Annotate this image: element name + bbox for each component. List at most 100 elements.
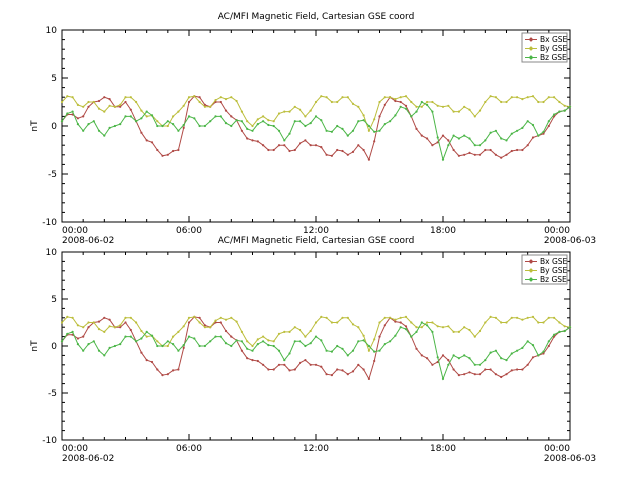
series-marker — [478, 144, 482, 147]
series-marker — [124, 321, 127, 324]
series-marker — [119, 343, 122, 346]
series-marker — [441, 134, 445, 137]
series-marker — [526, 120, 529, 123]
series-marker — [325, 153, 328, 156]
series-marker — [103, 96, 106, 99]
series-marker — [362, 334, 365, 337]
series-marker — [246, 340, 249, 343]
series-marker — [293, 148, 296, 152]
series-marker — [373, 118, 376, 121]
series-marker — [87, 321, 90, 324]
series-marker — [161, 124, 164, 128]
series-marker — [500, 100, 503, 104]
series-marker — [378, 321, 381, 324]
series-marker — [262, 120, 265, 123]
series-marker — [489, 368, 492, 371]
series-marker — [537, 100, 540, 104]
series-marker — [198, 344, 201, 348]
series-marker — [436, 356, 439, 359]
series-marker — [563, 325, 566, 328]
series-marker — [214, 335, 217, 338]
series-marker — [251, 349, 254, 352]
legend-box — [521, 32, 568, 63]
series-marker — [431, 321, 434, 324]
x-tick-label: 06:00 — [176, 226, 202, 236]
series-marker — [82, 115, 85, 118]
series-marker — [272, 340, 275, 343]
series-marker — [441, 354, 445, 357]
series-marker — [293, 120, 296, 123]
series-marker — [288, 330, 291, 333]
series-marker — [531, 95, 535, 98]
series-marker — [357, 363, 360, 366]
series-marker — [182, 104, 185, 107]
series-marker — [224, 329, 228, 333]
series-marker — [209, 326, 212, 329]
series-marker — [378, 100, 381, 104]
series-marker — [256, 359, 259, 363]
series-marker — [140, 117, 143, 120]
y-tick-label: -5 — [48, 389, 57, 399]
series-marker — [447, 325, 450, 328]
series-marker — [230, 316, 233, 319]
series-marker — [404, 104, 408, 107]
series-marker — [415, 330, 418, 333]
series-marker — [494, 316, 497, 319]
series-marker — [314, 100, 318, 104]
series-marker — [283, 359, 286, 362]
series-marker — [420, 354, 423, 357]
series-marker — [277, 129, 281, 132]
series-marker — [420, 105, 423, 108]
series-marker — [341, 127, 344, 130]
series-marker — [129, 96, 132, 99]
series-marker — [389, 316, 392, 319]
series-marker — [473, 115, 476, 118]
series-marker — [378, 129, 381, 132]
series-marker — [177, 129, 180, 132]
series-marker — [203, 103, 206, 106]
series-marker — [172, 343, 175, 346]
series-marker — [198, 100, 201, 104]
series-marker — [516, 368, 519, 371]
series-marker — [82, 349, 85, 352]
series-marker — [256, 123, 259, 126]
y-tick-label: 5 — [51, 74, 57, 84]
series-marker — [320, 339, 323, 342]
series-marker — [103, 316, 106, 319]
series-marker — [473, 335, 476, 338]
series-marker — [521, 126, 524, 129]
series-marker — [526, 340, 529, 343]
series-marker — [441, 377, 445, 380]
series-marker — [542, 100, 545, 104]
series-marker — [394, 99, 397, 103]
series-marker — [182, 126, 185, 129]
series-marker — [182, 325, 185, 328]
series-marker — [346, 153, 349, 156]
series-marker — [288, 149, 291, 153]
series-marker — [431, 330, 434, 333]
series-marker — [277, 112, 281, 115]
series-marker — [267, 339, 270, 342]
series-marker — [240, 129, 243, 132]
series-marker — [373, 359, 376, 363]
series-marker — [283, 363, 286, 366]
y-tick-label: 10 — [46, 248, 58, 258]
series-marker — [124, 96, 127, 99]
series-marker — [277, 363, 281, 366]
series-marker — [553, 333, 556, 336]
series-marker — [447, 359, 450, 362]
legend-marker-icon — [528, 37, 534, 42]
series-marker — [553, 96, 556, 99]
series-marker — [494, 96, 497, 99]
series-marker — [420, 321, 423, 324]
series-marker — [505, 153, 508, 156]
series-marker — [568, 326, 572, 329]
series-marker — [150, 360, 154, 364]
series-marker — [76, 324, 79, 327]
series-marker — [145, 330, 148, 333]
y-tick-label: 0 — [51, 342, 57, 352]
series-marker — [415, 110, 418, 113]
series-marker — [150, 114, 154, 117]
series-marker — [256, 338, 259, 341]
series-marker — [415, 105, 418, 108]
